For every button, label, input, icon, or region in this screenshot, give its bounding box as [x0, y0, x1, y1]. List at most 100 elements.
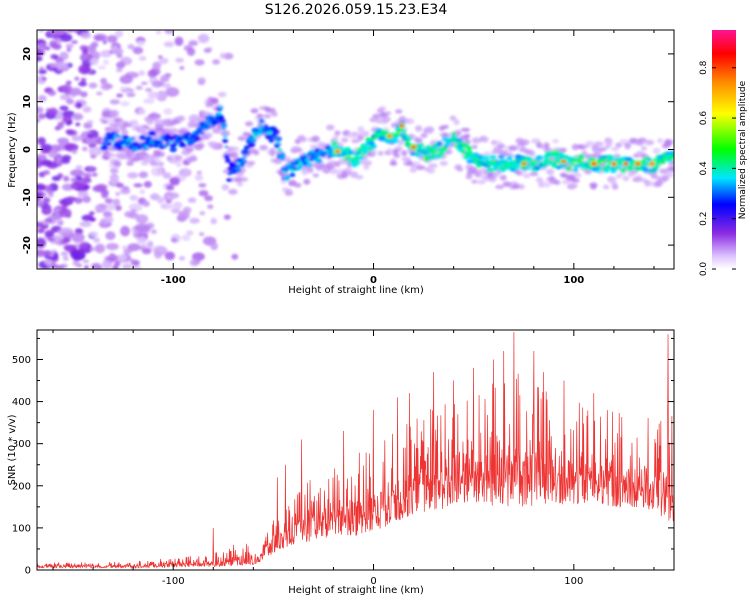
spectrogram-blob — [173, 201, 183, 209]
spectrogram-blob — [71, 40, 78, 44]
spectrogram-blob — [133, 265, 142, 269]
spectrogram-blob — [38, 30, 45, 33]
spectrogram-blob — [167, 91, 174, 96]
spectrogram-blob — [327, 160, 337, 167]
spectrogram-blob — [309, 149, 315, 155]
spectrogram-blob — [187, 47, 196, 56]
spectrogram-blob — [45, 108, 52, 112]
spectrogram-blob — [76, 247, 85, 255]
spectrogram-blob — [393, 153, 401, 159]
spectrogram-blob — [193, 136, 201, 142]
spectrogram-blob — [179, 143, 187, 148]
spectrogram-blob — [414, 137, 423, 144]
y-tick-label: 0 — [22, 146, 33, 153]
spectrogram-blob — [177, 115, 184, 121]
spectrogram-blob — [44, 218, 53, 223]
spectrogram-blob — [364, 149, 369, 153]
spectrogram-blob — [263, 113, 272, 119]
spectrogram-blob — [468, 150, 473, 153]
spectrogram-blob — [285, 169, 289, 172]
spectrogram-blob — [139, 189, 146, 194]
spectrogram-blob — [138, 126, 148, 133]
spectrogram-blob — [75, 102, 83, 109]
spectrogram-blob — [129, 258, 135, 263]
spectrogram-blob — [116, 61, 126, 69]
spectrogram-blob — [175, 155, 183, 162]
spectrogram-blob — [529, 150, 536, 157]
spectrogram-x-axis-label: Height of straight line (km) — [288, 285, 424, 296]
spectrogram-y-axis-label: Frequency (Hz) — [7, 112, 18, 188]
spectrogram-blob — [363, 130, 370, 137]
spectrogram-blob — [415, 153, 422, 158]
spectrogram-blob — [99, 117, 107, 123]
spectrogram-blob — [471, 179, 478, 184]
spectrogram-blob — [188, 40, 199, 47]
spectrogram-blob — [533, 160, 537, 163]
spectrogram-blob — [86, 120, 94, 124]
spectrogram-blob — [442, 124, 449, 129]
spectrogram-blob — [230, 151, 239, 158]
spectrogram-blob — [88, 166, 95, 171]
spectrogram-blob — [55, 265, 65, 269]
spectrogram-blob — [66, 98, 74, 105]
spectrogram-blob — [38, 69, 47, 75]
spectrogram-blob — [652, 147, 661, 154]
spectrogram-blob — [242, 155, 247, 159]
spectrogram-blob — [106, 243, 119, 251]
spectrogram-blob — [140, 81, 148, 85]
spectrogram-blob — [521, 162, 526, 165]
spectrogram-blob — [72, 260, 80, 267]
spectrogram-blob — [37, 199, 45, 207]
spectrogram-blob — [70, 169, 85, 177]
spectrogram-blob — [471, 144, 478, 150]
spectrogram-blob — [245, 121, 254, 127]
spectrogram-blob — [218, 105, 224, 110]
spectrogram-blob — [142, 200, 150, 207]
snr-background — [37, 330, 674, 570]
spectrogram-blob — [603, 167, 610, 173]
spectrogram-blob — [135, 214, 149, 224]
spectrogram-blob — [499, 174, 507, 181]
spectrogram-blob — [606, 137, 613, 145]
spectrogram-blob — [71, 113, 84, 121]
spectrogram-blob — [384, 111, 392, 116]
x-tick-label: 100 — [564, 576, 583, 587]
spectrogram-blob — [175, 57, 185, 63]
spectrogram-blob — [149, 116, 158, 122]
spectrogram-blob — [217, 112, 222, 116]
spectrogram-blob — [305, 162, 313, 168]
spectrogram-blob — [65, 43, 74, 49]
spectrogram-blob — [489, 154, 497, 160]
spectrogram-blob — [420, 133, 428, 139]
colorbar-tick-label: 0.6 — [699, 111, 709, 126]
spectrogram-blob — [196, 142, 205, 149]
spectrogram-blob — [110, 139, 115, 143]
spectrogram-blob — [42, 197, 51, 204]
spectrogram-blob — [474, 172, 482, 178]
spectrogram-blob — [598, 147, 607, 152]
spectrogram-blob — [154, 123, 164, 128]
spectrogram-blob — [640, 146, 648, 151]
spectrogram-blob — [57, 173, 64, 179]
spectrogram-blob — [64, 143, 79, 152]
spectrogram-blob — [198, 190, 209, 197]
spectrogram-blob — [273, 132, 278, 135]
spectrogram-blob — [212, 59, 221, 65]
spectrogram-blob — [119, 188, 131, 195]
spectrogram-blob — [651, 165, 660, 171]
spectrogram-blob — [121, 135, 130, 140]
spectrogram-blob — [135, 85, 143, 90]
spectrogram-blob — [168, 140, 173, 144]
spectrogram-blob — [115, 205, 122, 211]
spectrogram-blob — [256, 113, 264, 119]
spectrogram-blob — [157, 55, 163, 59]
spectrogram-blob — [165, 143, 170, 146]
spectrogram-blob — [94, 243, 106, 254]
spectrogram-blob — [332, 135, 339, 140]
spectrogram-blob — [354, 174, 364, 180]
spectrogram-blob — [93, 237, 100, 243]
spectrogram-blob — [186, 230, 194, 236]
spectrogram-blob — [211, 120, 220, 125]
spectrogram-blob — [220, 122, 228, 128]
spectrogram-blob — [222, 134, 228, 138]
